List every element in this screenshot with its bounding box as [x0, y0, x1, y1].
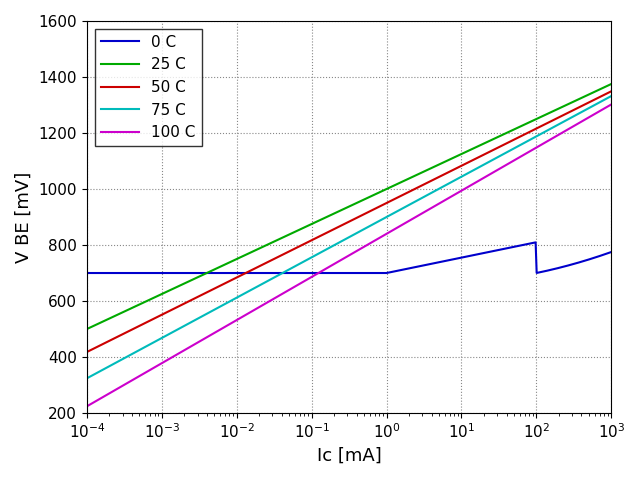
25 C — [335, 208, 343, 214]
Y-axis label: V BE [mV]: V BE [mV] — [15, 171, 33, 263]
Line: 25 C: 25 C — [87, 84, 611, 329]
Line: 0 C: 0 C — [87, 242, 611, 273]
25 C — [595, 87, 602, 93]
0 C — [513, 243, 520, 249]
25 C — [607, 81, 615, 87]
0 C — [607, 249, 615, 255]
100 C — [367, 240, 374, 246]
25 C — [332, 210, 340, 216]
Line: 100 C: 100 C — [87, 105, 611, 406]
25 C — [83, 326, 91, 332]
100 C — [83, 403, 91, 409]
75 C — [335, 240, 343, 245]
100 C — [332, 260, 340, 266]
75 C — [83, 375, 91, 381]
50 C — [395, 194, 403, 200]
75 C — [607, 93, 615, 99]
75 C — [595, 100, 602, 106]
75 C — [395, 207, 403, 213]
100 C — [607, 102, 615, 108]
50 C — [595, 95, 602, 100]
50 C — [332, 225, 340, 231]
75 C — [513, 144, 520, 150]
50 C — [335, 224, 343, 229]
75 C — [332, 241, 340, 247]
100 C — [595, 109, 602, 115]
25 C — [513, 125, 520, 131]
0 C — [596, 253, 604, 259]
25 C — [367, 193, 374, 199]
50 C — [83, 349, 91, 355]
Line: 50 C: 50 C — [87, 91, 611, 352]
50 C — [367, 208, 374, 214]
100 C — [335, 258, 343, 264]
Legend: 0 C, 25 C, 50 C, 75 C, 100 C: 0 C, 25 C, 50 C, 75 C, 100 C — [95, 29, 202, 146]
Line: 75 C: 75 C — [87, 96, 611, 378]
0 C — [367, 270, 374, 276]
0 C — [395, 267, 403, 273]
50 C — [513, 135, 520, 141]
0 C — [335, 270, 343, 276]
75 C — [367, 223, 374, 228]
50 C — [607, 88, 615, 94]
0 C — [83, 270, 91, 276]
0 C — [532, 240, 540, 245]
100 C — [513, 156, 520, 162]
X-axis label: Ic [mA]: Ic [mA] — [317, 447, 381, 465]
100 C — [395, 224, 403, 229]
0 C — [332, 270, 340, 276]
25 C — [395, 180, 403, 186]
